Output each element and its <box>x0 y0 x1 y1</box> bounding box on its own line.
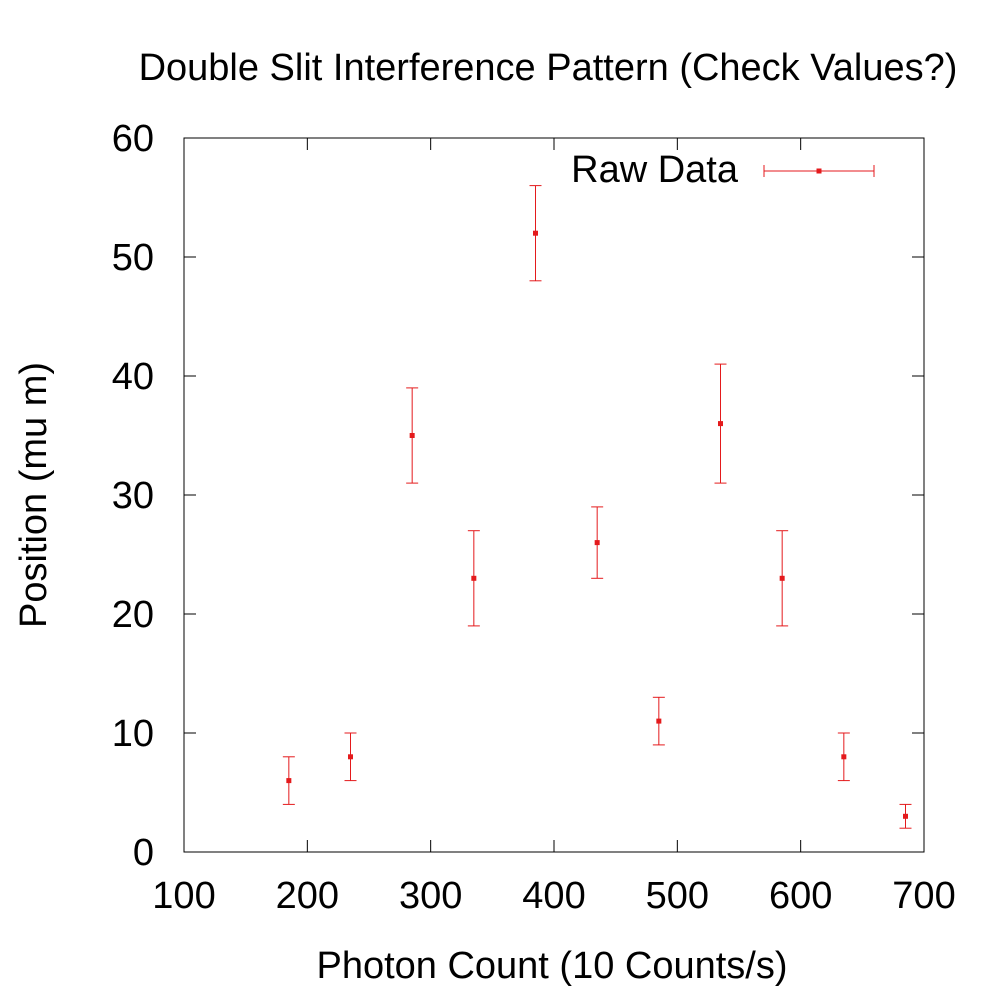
y-tick-label: 10 <box>112 713 154 755</box>
point-marker <box>409 433 415 438</box>
x-tick-label: 700 <box>892 875 955 917</box>
point-marker <box>594 540 600 546</box>
data-point <box>591 506 604 579</box>
x-tick-label: 500 <box>646 875 709 917</box>
y-axis-label: Position (mu m) <box>13 362 55 628</box>
point-marker <box>286 778 292 784</box>
point-marker <box>533 230 538 236</box>
y-tick-label: 50 <box>112 237 154 279</box>
x-axis-label: Photon Count (10 Counts/s) <box>316 945 787 987</box>
x-tick-label: 400 <box>522 875 585 917</box>
point-marker <box>718 421 723 427</box>
data-point <box>406 387 419 484</box>
x-tick-label: 200 <box>276 875 339 917</box>
legend: Raw Data <box>571 149 875 191</box>
x-tick-label: 600 <box>769 875 832 917</box>
data-point <box>837 732 850 782</box>
y-tick-label: 60 <box>112 118 154 160</box>
data-point <box>282 756 295 805</box>
legend-sample <box>763 165 875 177</box>
x-tick-label: 300 <box>399 875 462 917</box>
data-point <box>714 363 727 484</box>
data-point <box>652 696 665 746</box>
data-point <box>344 732 357 782</box>
data-point <box>776 530 789 627</box>
y-axis-ticks: 0 10 20 30 40 50 60 <box>112 118 924 874</box>
y-tick-label: 20 <box>112 594 154 636</box>
legend-marker <box>816 168 822 174</box>
point-marker <box>841 754 847 760</box>
legend-label: Raw Data <box>571 149 739 191</box>
point-marker <box>656 718 662 724</box>
data-point <box>529 185 542 282</box>
plot-frame <box>183 137 925 853</box>
series-raw-data <box>282 185 912 829</box>
y-tick-label: 40 <box>112 356 154 398</box>
point-marker <box>903 813 908 819</box>
data-point <box>899 803 912 829</box>
x-tick-label: 100 <box>152 875 215 917</box>
point-marker <box>471 575 477 581</box>
x-axis-ticks: 100 200 300 400 500 600 700 <box>152 138 956 917</box>
point-marker <box>348 754 353 760</box>
y-tick-label: 0 <box>133 832 154 874</box>
point-marker <box>779 575 785 581</box>
chart-title: Double Slit Interference Pattern (Check … <box>139 47 958 89</box>
data-point <box>467 530 480 627</box>
y-tick-label: 30 <box>112 475 154 517</box>
